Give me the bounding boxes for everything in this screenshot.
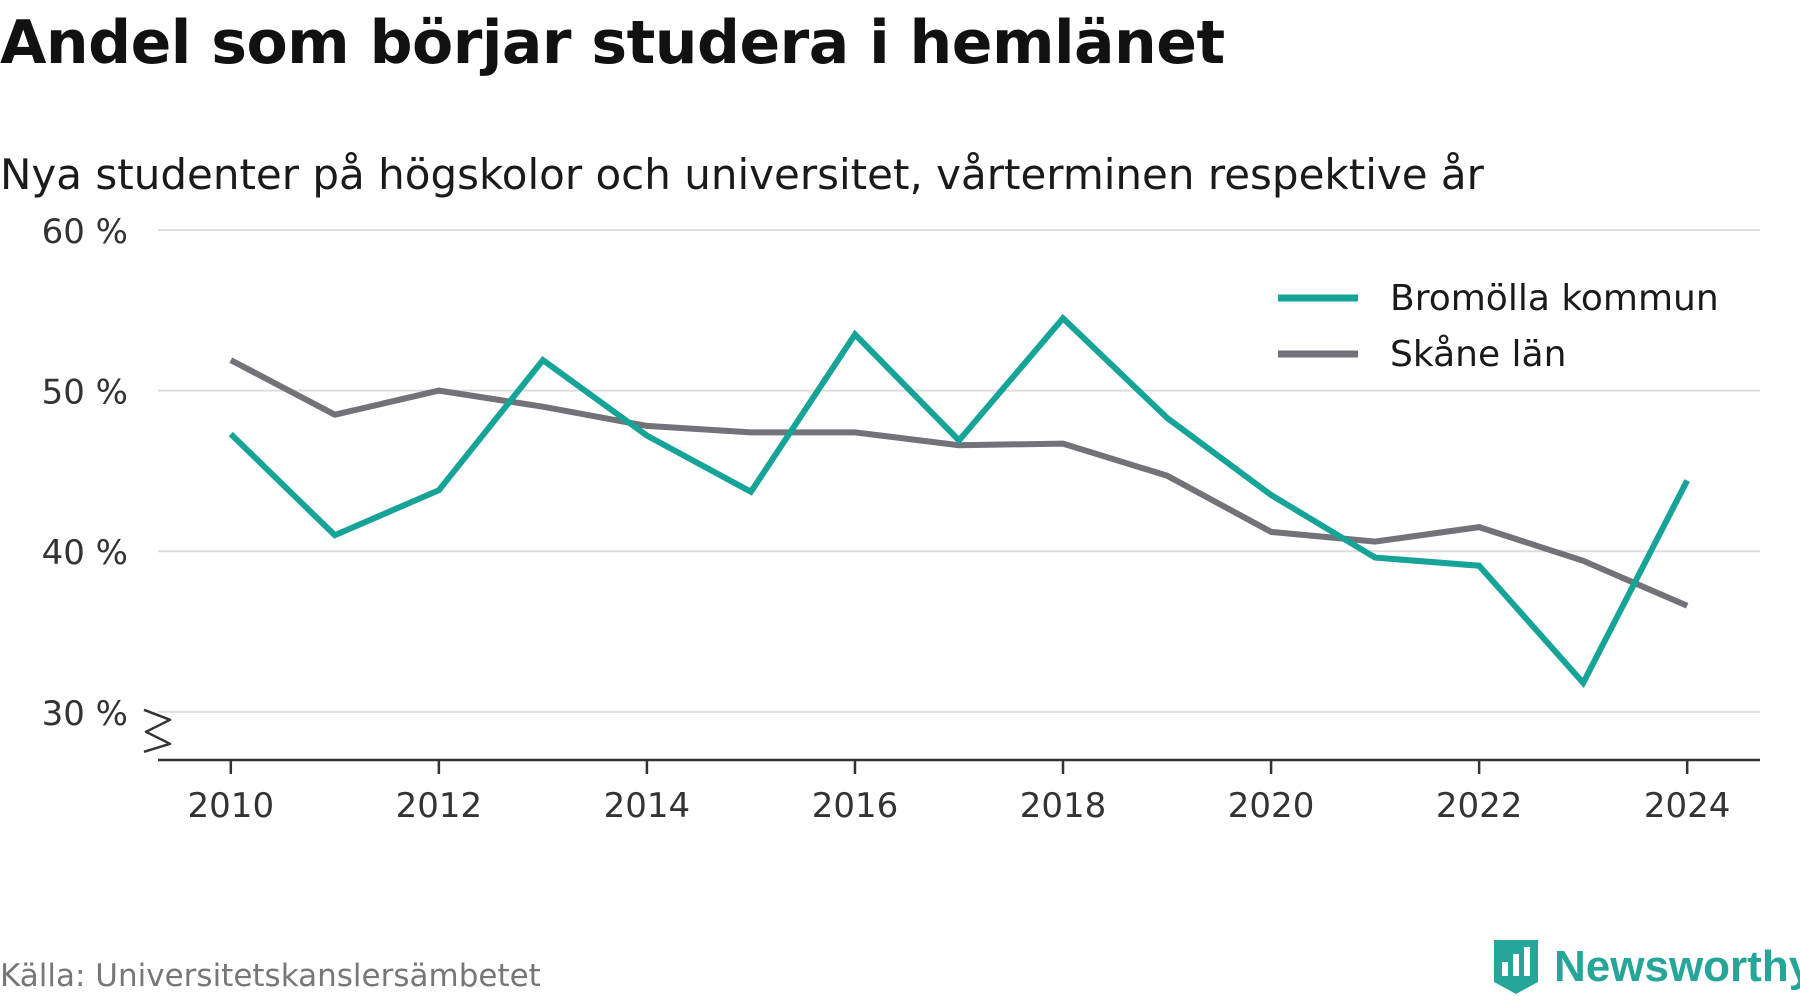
legend-label: Bromölla kommun bbox=[1390, 278, 1719, 319]
legend-background bbox=[1262, 242, 1742, 370]
y-tick-label: 60 % bbox=[42, 212, 128, 252]
series-line-bromölla-kommun bbox=[228, 313, 1690, 689]
x-axis: 2010 2012 2014 2016 2018 2020 2022 2024 bbox=[158, 758, 1760, 826]
y-tick-label: 40 % bbox=[42, 533, 128, 573]
legend: Bromölla kommun Skåne län bbox=[1262, 242, 1742, 375]
series-lines bbox=[228, 313, 1690, 689]
x-tick-label: 2018 bbox=[1020, 786, 1107, 826]
legend-label: Skåne län bbox=[1390, 334, 1566, 375]
x-tick-label: 2024 bbox=[1644, 786, 1731, 826]
x-tick-label: 2016 bbox=[812, 786, 899, 826]
chart-title: Andel som börjar studera i hemlänet bbox=[0, 8, 1225, 78]
x-tick-label: 2012 bbox=[396, 786, 483, 826]
chart-subtitle: Nya studenter på högskolor och universit… bbox=[0, 150, 1484, 199]
x-tick-label: 2020 bbox=[1228, 786, 1315, 826]
grid-lines bbox=[158, 229, 1760, 713]
y-axis-ticks: 30 % 40 % 50 % 60 % bbox=[42, 212, 172, 754]
x-tick-label: 2010 bbox=[188, 786, 275, 826]
axis-break-icon bbox=[143, 708, 172, 754]
y-tick-label: 50 % bbox=[42, 373, 128, 413]
series-line-skåne-län bbox=[229, 357, 1689, 609]
x-tick-label: 2014 bbox=[604, 786, 691, 826]
brand-name: Newsworthy bbox=[1554, 942, 1800, 991]
y-tick-label: 30 % bbox=[42, 694, 128, 734]
newsworthy-logo-icon bbox=[1494, 940, 1538, 994]
source-note: Källa: Universitetskanslersämbetet bbox=[0, 958, 541, 994]
brand-logo: Newsworthy bbox=[1492, 938, 1800, 996]
x-tick-label: 2022 bbox=[1436, 786, 1523, 826]
